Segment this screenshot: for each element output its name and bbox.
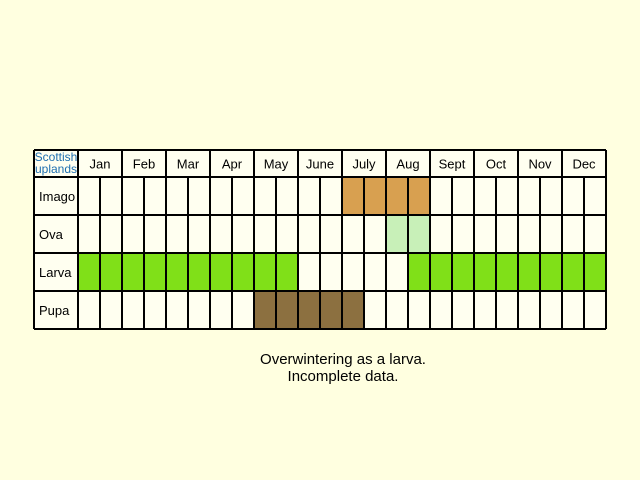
month-label-june: June <box>306 157 334 172</box>
stage-period-larva-3 <box>122 253 144 291</box>
stage-period-larva-7 <box>210 253 232 291</box>
month-label-may: May <box>264 157 289 172</box>
stage-label-pupa: Pupa <box>39 303 70 318</box>
note-overwintering: Overwintering as a larva. <box>260 351 426 368</box>
stage-period-larva-18 <box>452 253 474 291</box>
corner-label-line-2: uplands <box>35 162 77 176</box>
stage-period-larva-2 <box>100 253 122 291</box>
corner-label-line-1: Scottish <box>35 150 78 164</box>
month-label-apr: Apr <box>222 157 243 172</box>
stage-period-larva-20 <box>496 253 518 291</box>
month-label-aug: Aug <box>396 157 419 172</box>
month-label-feb: Feb <box>133 157 155 172</box>
stage-period-pupa-12 <box>320 291 342 329</box>
month-label-nov: Nov <box>528 157 552 172</box>
month-label-oct: Oct <box>486 157 507 172</box>
stage-period-larva-1 <box>78 253 100 291</box>
stage-period-larva-17 <box>430 253 452 291</box>
stage-period-pupa-13 <box>342 291 364 329</box>
stage-period-larva-16 <box>408 253 430 291</box>
stage-period-ova-16 <box>408 215 430 253</box>
stage-period-larva-21 <box>518 253 540 291</box>
stage-period-imago-16 <box>408 177 430 215</box>
month-label-july: July <box>352 157 376 172</box>
stage-period-larva-8 <box>232 253 254 291</box>
month-label-mar: Mar <box>177 157 200 172</box>
stage-period-larva-10 <box>276 253 298 291</box>
stage-period-larva-5 <box>166 253 188 291</box>
stage-period-larva-23 <box>562 253 584 291</box>
stage-label-larva: Larva <box>39 265 72 280</box>
stage-period-pupa-10 <box>276 291 298 329</box>
stage-period-larva-6 <box>188 253 210 291</box>
stage-period-larva-24 <box>584 253 606 291</box>
stage-period-ova-15 <box>386 215 408 253</box>
month-label-dec: Dec <box>572 157 596 172</box>
stage-period-larva-9 <box>254 253 276 291</box>
stage-period-larva-22 <box>540 253 562 291</box>
month-label-jan: Jan <box>90 157 111 172</box>
stage-period-larva-4 <box>144 253 166 291</box>
stage-period-larva-19 <box>474 253 496 291</box>
month-label-sept: Sept <box>439 157 466 172</box>
note-incomplete-data: Incomplete data. <box>287 368 399 385</box>
stage-period-imago-13 <box>342 177 364 215</box>
chart-notes: Overwintering as a larva. Incomplete dat… <box>200 351 486 385</box>
stage-label-ova: Ova <box>39 227 64 242</box>
stage-period-pupa-9 <box>254 291 276 329</box>
stage-period-imago-15 <box>386 177 408 215</box>
stage-label-imago: Imago <box>39 189 75 204</box>
stage-period-pupa-11 <box>298 291 320 329</box>
stage-period-imago-14 <box>364 177 386 215</box>
